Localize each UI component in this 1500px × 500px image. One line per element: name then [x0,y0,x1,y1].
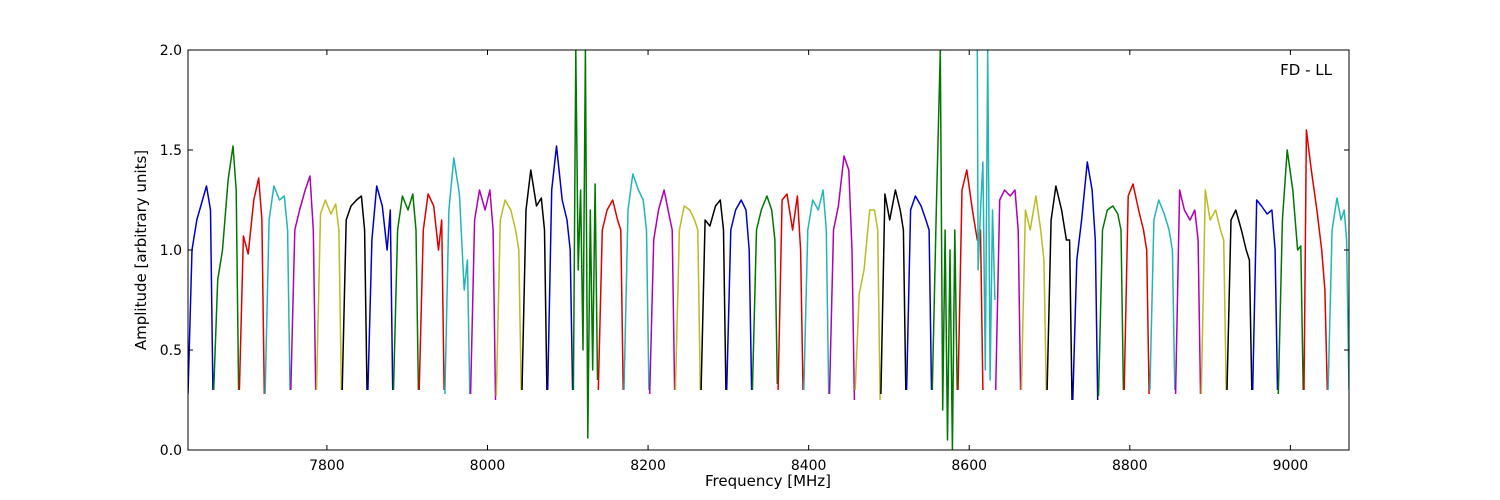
series-line-2 [212,145,240,391]
x-tick-label: 8800 [1112,458,1148,474]
series-line-42 [1226,209,1253,391]
series-line-7 [341,195,368,391]
series-line-9 [392,193,420,391]
series-line-11 [444,157,471,395]
x-tick-label: 8600 [951,458,987,474]
series-line-29 [905,195,933,391]
series-line-6 [315,199,343,391]
series-line-35 [1046,185,1073,401]
series-line-45 [1303,129,1329,391]
series-line-23 [751,195,779,391]
chart-annotation: FD - LL [1280,61,1332,79]
series-line-22 [725,199,753,391]
series-line-41 [1200,189,1227,395]
series-line-21 [700,199,727,391]
series-line-25 [803,189,830,395]
series-line-19 [648,189,676,395]
x-tick-label: 8400 [791,458,827,474]
series-line-13 [495,199,522,397]
series-line-18 [623,173,650,391]
series-line-43 [1251,199,1279,391]
x-tick-label: 8000 [470,458,506,474]
series-line-27 [854,209,881,401]
y-tick-label: 1.5 [160,143,182,159]
x-tick-label: 9000 [1273,458,1309,474]
series-line-33 [994,189,1022,391]
series-line-3 [238,177,266,395]
y-tick-label: 0.0 [160,443,182,459]
series-line-38 [1123,183,1150,395]
series-line-40 [1174,189,1202,395]
series-line-37 [1097,205,1125,397]
series-line-17 [597,199,624,391]
series-line-32 [976,50,996,381]
y-axis-label: Amplitude [arbitrary units] [132,150,150,350]
x-tick-label: 8200 [630,458,666,474]
series-line-36 [1072,161,1099,401]
series-line-28 [880,189,907,395]
x-axis-ticks: 7800 8000 8200 8400 8600 8800 9000 [309,50,1308,474]
x-axis-label: Frequency [MHz] [705,472,831,490]
series-line-16 [572,50,599,439]
series-line-46 [1327,197,1349,391]
series-line-14 [521,169,548,391]
y-tick-label: 0.5 [160,343,182,359]
series-line-12 [469,189,497,401]
y-tick-label: 1.0 [160,243,182,259]
y-axis-ticks: 0.0 0.5 1.0 1.5 2.0 [160,43,1349,459]
series-line-44 [1277,149,1304,395]
series-line-10 [418,193,445,391]
series-line-4 [264,185,291,395]
series-line-8 [367,185,394,391]
series-line-39 [1149,199,1176,391]
series-line-20 [674,205,702,391]
series-line-34 [1020,195,1048,391]
series-line-30 [931,50,958,450]
series-line-24 [777,193,804,391]
series-layer [188,50,1349,450]
series-line-31 [957,169,984,391]
x-tick-label: 7800 [309,458,345,474]
series-line-15 [546,145,574,391]
series-line-26 [828,155,856,401]
y-tick-label: 2.0 [160,43,182,59]
series-line-5 [290,175,317,391]
